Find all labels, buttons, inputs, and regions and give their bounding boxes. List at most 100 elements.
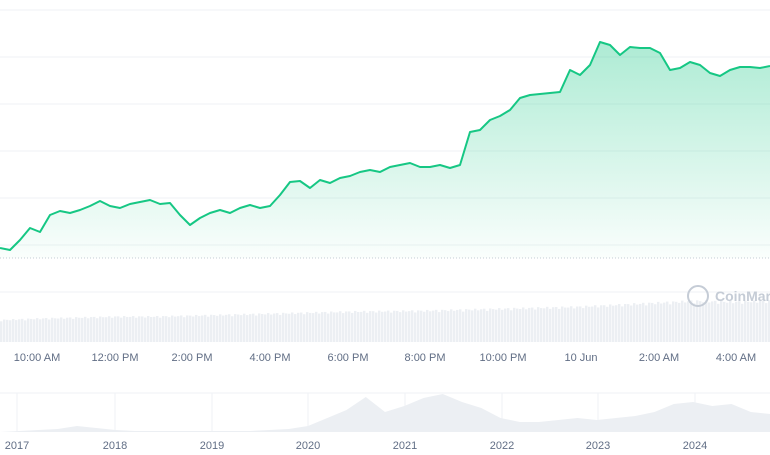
price-area — [0, 42, 770, 258]
volume-bar — [93, 316, 96, 342]
volume-bar — [462, 311, 465, 342]
year-label: 2020 — [296, 440, 320, 452]
volume-bar — [327, 313, 330, 342]
volume-bar — [714, 300, 717, 342]
volume-bar — [426, 309, 429, 342]
volume-bar — [78, 317, 81, 342]
volume-bar — [543, 308, 546, 342]
volume-bar — [684, 302, 687, 342]
volume-bar — [603, 305, 606, 342]
volume-bar — [123, 316, 126, 342]
volume-bar — [591, 306, 594, 342]
navigator-year-ticks: 2017 2018 2019 2020 2021 2022 2023 2024 — [5, 440, 707, 452]
volume-bar — [405, 311, 408, 342]
volume-bar — [363, 310, 366, 342]
volume-bar — [306, 312, 309, 342]
volume-bar — [48, 319, 51, 342]
volume-bar — [651, 302, 654, 342]
volume-bar — [303, 314, 306, 342]
volume-bar — [18, 319, 21, 342]
volume-bar — [165, 316, 168, 342]
year-label: 2019 — [200, 440, 224, 452]
volume-bar — [273, 313, 276, 342]
volume-bar — [354, 310, 357, 342]
volume-bar — [237, 314, 240, 342]
volume-bar — [699, 301, 702, 342]
volume-bar — [693, 303, 696, 342]
volume-bar — [576, 306, 579, 342]
volume-bar — [162, 316, 165, 342]
volume-bar — [588, 306, 591, 342]
volume-bar — [135, 317, 138, 342]
volume-bar — [456, 309, 459, 342]
volume-bar — [531, 307, 534, 342]
volume-bar — [177, 316, 180, 342]
volume-bar — [756, 302, 759, 342]
volume-bar — [222, 315, 225, 342]
volume-bar — [114, 316, 117, 342]
volume-bar — [573, 308, 576, 342]
volume-bar — [441, 309, 444, 342]
volume-bar — [267, 313, 270, 342]
volume-bar — [30, 318, 33, 342]
volume-bar — [564, 307, 567, 342]
x-tick-label: 6:00 PM — [328, 352, 369, 364]
volume-bar — [489, 308, 492, 342]
volume-bar — [717, 303, 720, 342]
volume-bar — [234, 314, 237, 342]
volume-bar — [0, 321, 3, 342]
volume-bar — [711, 301, 714, 342]
volume-bar — [498, 308, 501, 342]
volume-bar — [552, 307, 555, 342]
volume-bar — [396, 310, 399, 342]
volume-bar — [321, 312, 324, 342]
volume-bar — [324, 311, 327, 342]
volume-bar — [231, 316, 234, 342]
volume-bar — [366, 312, 369, 342]
volume-bar — [69, 317, 72, 342]
volume-bar — [432, 310, 435, 342]
volume-bar — [528, 307, 531, 342]
volume-bar — [42, 318, 45, 342]
volume-bar — [705, 300, 708, 342]
x-tick-label: 10:00 PM — [479, 352, 526, 364]
navigator-area[interactable] — [0, 394, 770, 432]
volume-bar — [312, 313, 315, 342]
volume-bar — [600, 305, 603, 342]
volume-bar — [153, 316, 156, 342]
volume-bar — [444, 310, 447, 342]
volume-bar — [657, 301, 660, 342]
volume-bar — [621, 306, 624, 342]
volume-bar — [759, 301, 762, 342]
volume-bar — [207, 316, 210, 342]
volume-bar — [336, 312, 339, 342]
volume-bar — [732, 303, 735, 342]
volume-bar — [105, 317, 108, 342]
volume-bar — [648, 302, 651, 342]
volume-bar — [186, 315, 189, 342]
volume-bar — [747, 301, 750, 342]
volume-bar — [597, 307, 600, 342]
x-tick-label: 4:00 AM — [716, 352, 756, 364]
volume-bar — [201, 315, 204, 342]
volume-bar — [168, 317, 171, 342]
volume-bar — [450, 309, 453, 342]
volume-bar — [765, 303, 768, 342]
volume-bar — [156, 316, 159, 342]
volume-bars — [0, 300, 770, 342]
volume-bar — [240, 315, 243, 342]
volume-bar — [345, 311, 348, 342]
volume-bar — [87, 318, 90, 342]
volume-bar — [510, 310, 513, 342]
volume-bar — [666, 301, 669, 342]
volume-bar — [36, 318, 39, 342]
volume-bar — [24, 320, 27, 342]
volume-bar — [750, 302, 753, 342]
year-label: 2022 — [490, 440, 514, 452]
volume-bar — [6, 319, 9, 342]
volume-bar — [108, 316, 111, 342]
volume-bar — [216, 315, 219, 342]
x-tick-label: 10:00 AM — [14, 352, 60, 364]
volume-bar — [12, 319, 15, 342]
